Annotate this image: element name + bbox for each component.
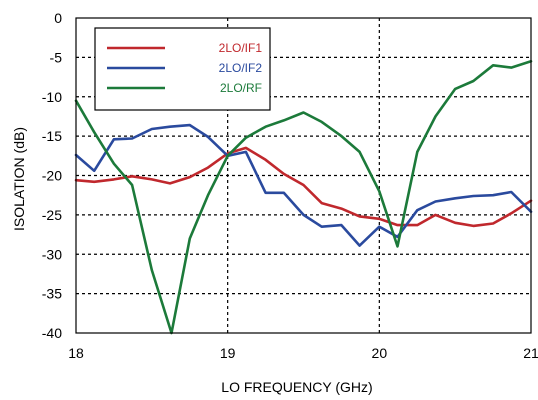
x-axis-label: LO FREQUENCY (GHz) xyxy=(221,379,372,395)
y-tick-label: -30 xyxy=(42,246,62,262)
legend-label: 2LO/IF2 xyxy=(219,61,263,75)
y-tick-label: -25 xyxy=(42,207,62,223)
gridlines xyxy=(76,18,531,333)
y-tick-label: -35 xyxy=(42,286,62,302)
x-tick-label: 19 xyxy=(220,345,236,361)
x-tick-label: 18 xyxy=(68,345,84,361)
y-tick-label: -20 xyxy=(42,168,62,184)
legend-label: 2LO/RF xyxy=(220,81,262,95)
x-tick-label: 21 xyxy=(523,345,538,361)
tick-labels: 18 19 20 21 0 -5 -10 -15 -20 -25 -30 -35 -40 xyxy=(42,10,538,361)
series-layer xyxy=(74,59,533,335)
series-line-1 xyxy=(74,146,533,228)
y-tick-label: 0 xyxy=(54,10,62,26)
series-line-2 xyxy=(74,123,533,247)
series-line-3 xyxy=(74,59,533,335)
legend-label: 2LO/IF1 xyxy=(219,41,263,55)
y-tick-label: -15 xyxy=(42,128,62,144)
legend: 2LO/IF1 2LO/IF2 2LO/RF xyxy=(94,27,271,111)
y-tick-label: -10 xyxy=(42,89,62,105)
y-tick-label: -40 xyxy=(42,325,62,341)
y-tick-label: -5 xyxy=(50,49,63,65)
plot-frame xyxy=(75,17,532,334)
x-tick-label: 20 xyxy=(372,345,388,361)
y-axis-label: ISOLATION (dB) xyxy=(11,127,27,231)
